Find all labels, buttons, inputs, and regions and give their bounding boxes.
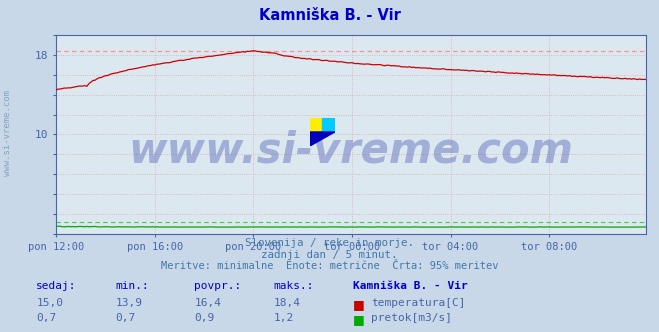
Bar	[310, 118, 322, 132]
Text: pretok[m3/s]: pretok[m3/s]	[371, 313, 452, 323]
Text: Kamniška B. - Vir: Kamniška B. - Vir	[353, 281, 467, 290]
Text: Meritve: minimalne  Enote: metrične  Črta: 95% meritev: Meritve: minimalne Enote: metrične Črta:…	[161, 261, 498, 271]
Text: ■: ■	[353, 298, 364, 311]
Text: zadnji dan / 5 minut.: zadnji dan / 5 minut.	[261, 250, 398, 260]
Text: 15,0: 15,0	[36, 298, 63, 308]
Text: www.si-vreme.com: www.si-vreme.com	[129, 129, 573, 171]
Text: Slovenija / reke in morje.: Slovenija / reke in morje.	[245, 238, 414, 248]
Text: 18,4: 18,4	[273, 298, 301, 308]
Text: min.:: min.:	[115, 281, 149, 290]
Text: temperatura[C]: temperatura[C]	[371, 298, 465, 308]
Text: 1,2: 1,2	[273, 313, 294, 323]
Text: povpr.:: povpr.:	[194, 281, 242, 290]
Text: www.si-vreme.com: www.si-vreme.com	[3, 90, 13, 176]
Text: 0,7: 0,7	[36, 313, 57, 323]
Polygon shape	[310, 132, 335, 146]
Text: 0,7: 0,7	[115, 313, 136, 323]
Text: maks.:: maks.:	[273, 281, 314, 290]
Text: 13,9: 13,9	[115, 298, 142, 308]
Text: sedaj:: sedaj:	[36, 281, 76, 290]
Text: ■: ■	[353, 313, 364, 326]
Text: 16,4: 16,4	[194, 298, 221, 308]
Text: 0,9: 0,9	[194, 313, 215, 323]
Text: Kamniška B. - Vir: Kamniška B. - Vir	[258, 8, 401, 23]
Bar	[322, 118, 335, 132]
